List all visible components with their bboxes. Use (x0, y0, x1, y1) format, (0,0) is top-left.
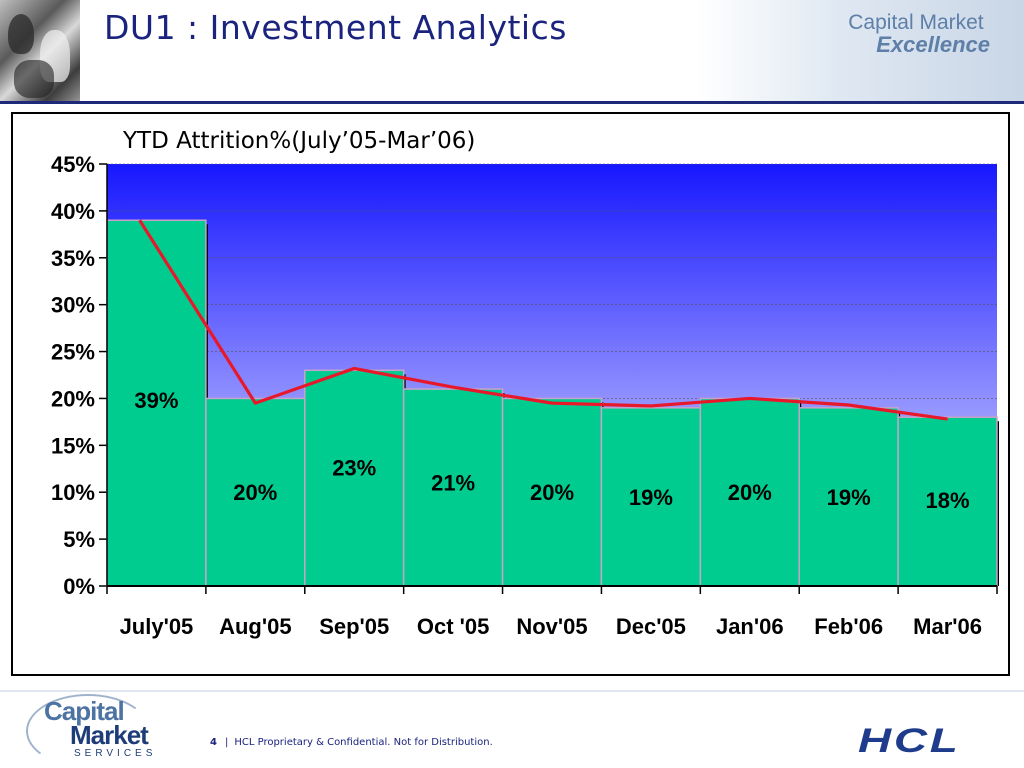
x-tick-label: Oct '05 (417, 614, 490, 639)
logo-arc (26, 694, 150, 768)
hcl-logo: HCL (858, 722, 961, 760)
y-tick-label: 20% (51, 386, 95, 411)
brand-line1: Capital Market (848, 11, 984, 34)
capital-market-logo: Capital Market SERVICES (26, 694, 174, 768)
attrition-chart: YTD Attrition%(July’05-Mar’06) 0% 5% 10% 15… (51, 128, 999, 639)
logo-line2: Market (70, 720, 149, 750)
brand-logo-top: Capital Market Excellence (848, 12, 990, 56)
y-tick-label: 10% (51, 480, 95, 505)
x-tick-label: Dec'05 (616, 614, 686, 639)
header-photo (0, 0, 80, 103)
page-title: DU1 : Investment Analytics (104, 8, 567, 47)
slide-header: DU1 : Investment Analytics Capital Marke… (0, 0, 1024, 104)
bar (501, 397, 603, 587)
x-tick-label: Aug'05 (219, 614, 291, 639)
brand-line2: Excellence (876, 32, 990, 57)
chart-frame: YTD Attrition%(July’05-Mar’06) 0% 5% 10% 15… (11, 112, 1010, 676)
x-tick-label: Mar'06 (913, 614, 982, 639)
data-label: 21% (431, 470, 475, 495)
chart-title: YTD Attrition%(July’05-Mar’06) (122, 128, 475, 154)
y-tick-label: 15% (51, 433, 95, 458)
bar (304, 369, 405, 587)
bar (106, 219, 207, 587)
data-label: 20% (728, 480, 772, 505)
y-tick-label: 35% (51, 246, 95, 271)
data-label: 19% (827, 485, 871, 510)
footer-divider (0, 690, 1024, 692)
footer-separator: | (224, 737, 229, 748)
y-tick-label: 30% (51, 293, 95, 318)
confidential-note: HCL Proprietary & Confidential. Not for … (234, 737, 493, 748)
bar (402, 388, 504, 587)
logo-line1: Capital (44, 696, 125, 726)
footer-note: 4 | HCL Proprietary & Confidential. Not fo… (210, 737, 493, 748)
bar (699, 397, 800, 587)
data-label: 20% (530, 480, 574, 505)
bar (798, 407, 899, 587)
page-number: 4 (210, 737, 217, 748)
data-label: 19% (629, 485, 673, 510)
y-tick-label: 25% (51, 340, 95, 365)
y-tick-label: 40% (51, 199, 95, 224)
y-tick-label: 45% (51, 152, 95, 177)
x-tick-label: July'05 (120, 614, 194, 639)
x-tick-label: Sep'05 (319, 614, 389, 639)
header-divider (0, 101, 1024, 104)
data-label: 23% (332, 455, 376, 480)
x-tick-label: Feb'06 (814, 614, 883, 639)
bar (600, 407, 702, 587)
logo-line3: SERVICES (74, 748, 157, 759)
trend-line (138, 219, 948, 421)
data-label: 39% (134, 388, 178, 413)
bar (897, 416, 998, 587)
x-tick-label: Nov'05 (516, 614, 587, 639)
y-tick-label: 0% (63, 574, 95, 599)
y-tick-label: 5% (63, 527, 95, 552)
data-label: 20% (233, 480, 277, 505)
data-label: 18% (926, 488, 970, 513)
x-tick-label: Jan'06 (716, 614, 784, 639)
